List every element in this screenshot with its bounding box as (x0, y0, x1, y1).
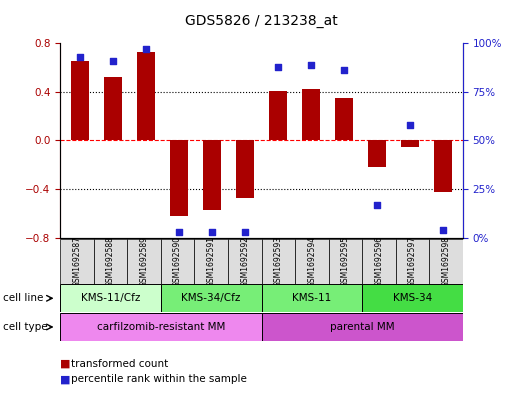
Point (274, 63, 282, 70)
Text: GSM1692597: GSM1692597 (408, 235, 417, 287)
Point (175, 229, 183, 235)
Bar (236, 140, 254, 198)
Text: GSM1692591: GSM1692591 (207, 236, 215, 286)
Text: GSM1692593: GSM1692593 (274, 235, 283, 287)
Text: GSM1692592: GSM1692592 (240, 236, 249, 286)
FancyBboxPatch shape (429, 239, 463, 284)
FancyBboxPatch shape (262, 284, 362, 312)
Text: carfilzomib-resistant MM: carfilzomib-resistant MM (97, 322, 225, 332)
Bar (170, 140, 188, 216)
Text: percentile rank within the sample: percentile rank within the sample (71, 374, 246, 384)
Point (307, 61, 315, 68)
Text: GSM1692598: GSM1692598 (441, 236, 451, 286)
Point (340, 67, 348, 73)
FancyBboxPatch shape (60, 284, 161, 312)
FancyBboxPatch shape (60, 239, 94, 284)
Text: GSM1692588: GSM1692588 (106, 236, 115, 286)
Bar (71, 61, 89, 140)
Bar (203, 140, 221, 210)
Text: KMS-11: KMS-11 (292, 293, 332, 303)
Text: KMS-34/Cfz: KMS-34/Cfz (181, 293, 241, 303)
Bar (368, 140, 386, 167)
FancyBboxPatch shape (161, 239, 195, 284)
Point (406, 122, 414, 128)
Text: KMS-34: KMS-34 (393, 293, 432, 303)
FancyBboxPatch shape (161, 284, 262, 312)
Point (76, 54, 84, 60)
FancyBboxPatch shape (262, 313, 463, 341)
Text: transformed count: transformed count (71, 358, 168, 369)
FancyBboxPatch shape (262, 239, 295, 284)
Text: GSM1692589: GSM1692589 (140, 236, 149, 286)
Text: parental MM: parental MM (330, 322, 394, 332)
Text: GSM1692587: GSM1692587 (72, 236, 82, 286)
Point (109, 58, 117, 64)
Point (208, 229, 216, 235)
Text: GSM1692590: GSM1692590 (173, 235, 182, 287)
Bar (302, 90, 320, 140)
Point (439, 227, 447, 233)
Text: GSM1692594: GSM1692594 (308, 235, 316, 287)
Bar (104, 77, 122, 140)
FancyBboxPatch shape (94, 239, 127, 284)
Text: ■: ■ (60, 374, 74, 384)
FancyBboxPatch shape (228, 239, 262, 284)
Bar (434, 140, 452, 191)
Bar (137, 52, 155, 140)
FancyBboxPatch shape (396, 239, 429, 284)
FancyBboxPatch shape (127, 239, 161, 284)
FancyBboxPatch shape (195, 239, 228, 284)
Bar (401, 140, 419, 147)
FancyBboxPatch shape (362, 239, 396, 284)
Text: ■: ■ (60, 358, 74, 369)
Text: cell line: cell line (3, 293, 43, 303)
Text: GSM1692595: GSM1692595 (341, 235, 350, 287)
Text: KMS-11/Cfz: KMS-11/Cfz (81, 293, 140, 303)
Text: GDS5826 / 213238_at: GDS5826 / 213238_at (185, 14, 338, 28)
FancyBboxPatch shape (328, 239, 362, 284)
FancyBboxPatch shape (295, 239, 328, 284)
Bar (335, 98, 353, 140)
Point (373, 202, 381, 208)
FancyBboxPatch shape (362, 284, 463, 312)
Bar (269, 91, 287, 140)
Point (241, 229, 249, 235)
Text: GSM1692596: GSM1692596 (374, 235, 383, 287)
Point (142, 46, 150, 52)
FancyBboxPatch shape (60, 313, 262, 341)
Text: cell type: cell type (3, 322, 47, 332)
